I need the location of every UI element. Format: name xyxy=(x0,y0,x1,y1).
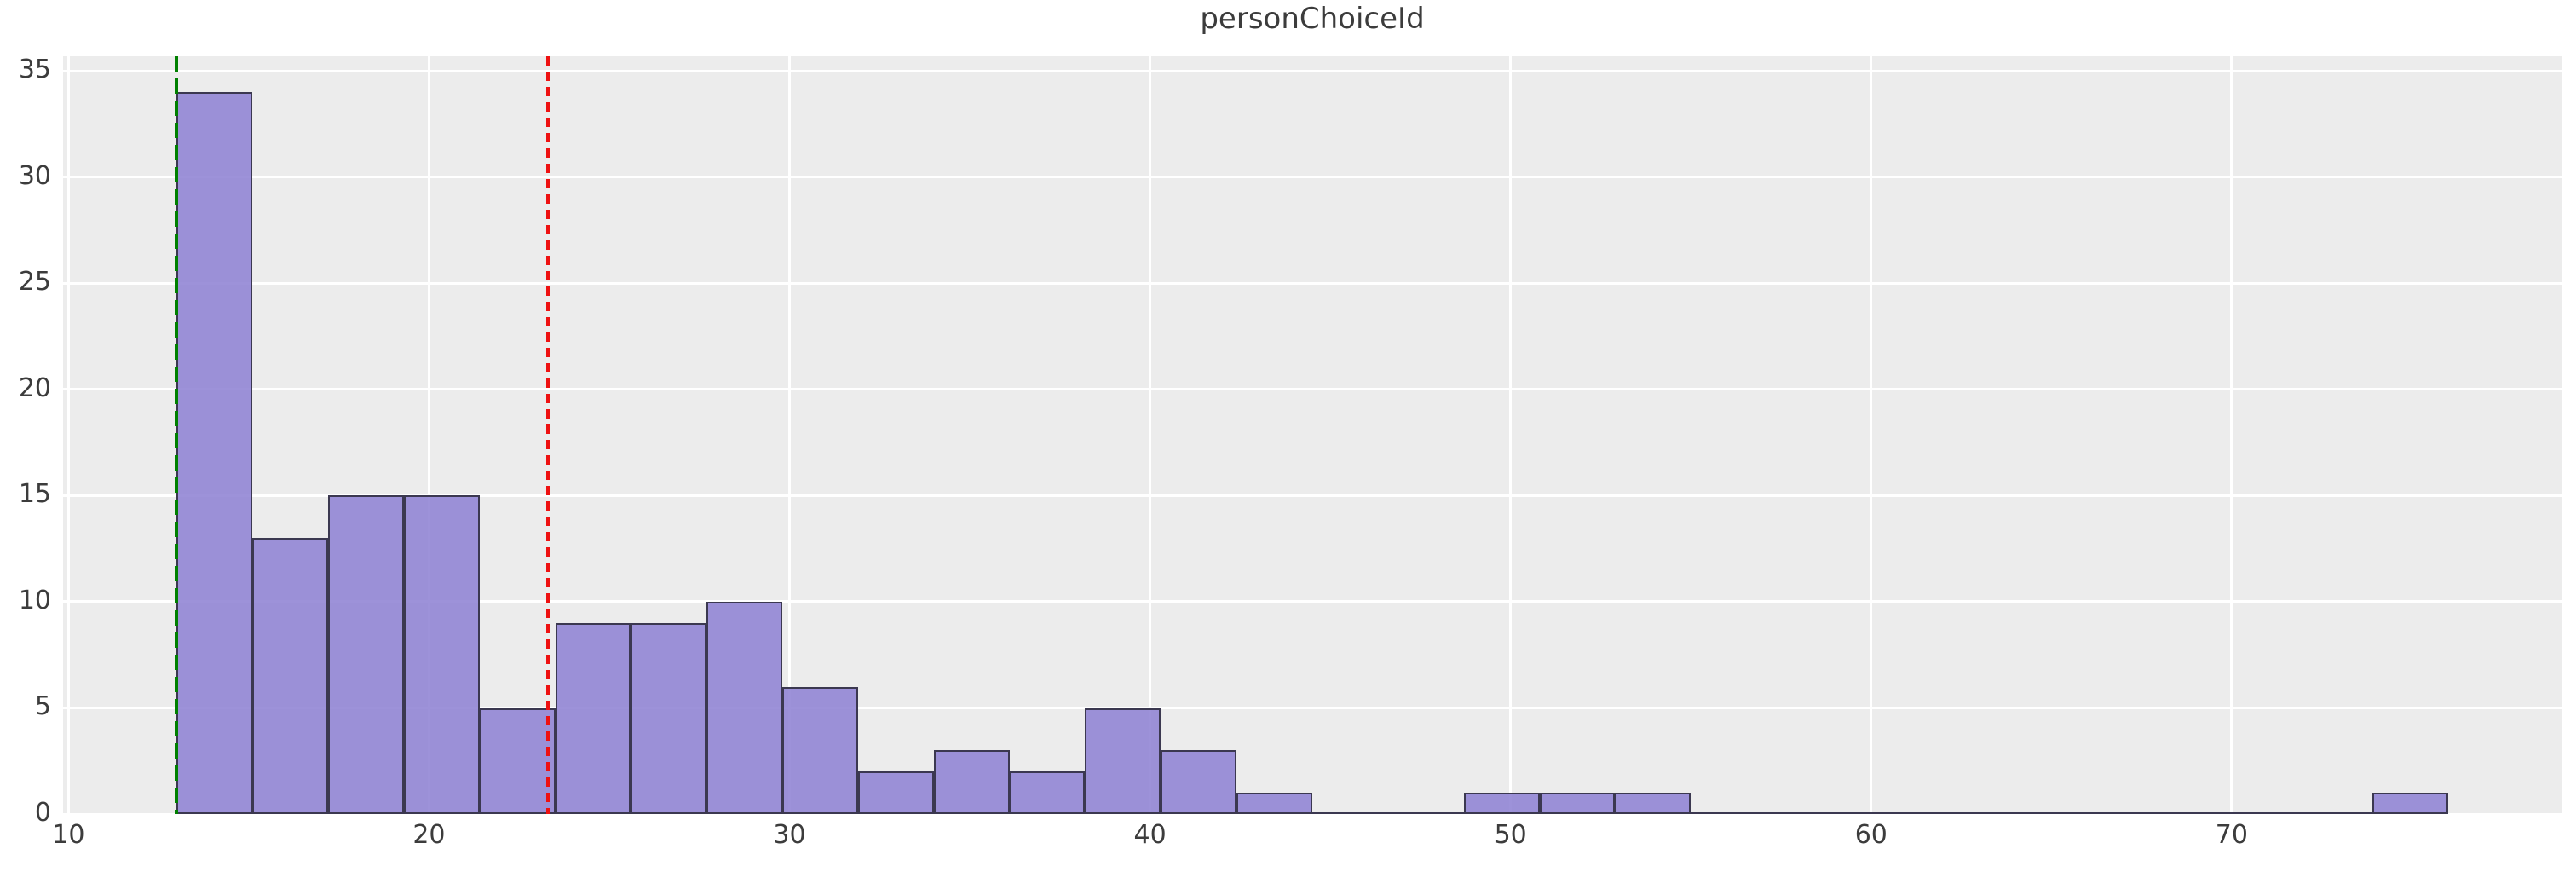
vertical-gridline xyxy=(1149,56,1152,814)
y-tick-label: 0 xyxy=(34,798,51,828)
histogram-bar xyxy=(176,92,253,814)
x-tick-label: 60 xyxy=(1854,820,1887,850)
histogram-empty-bin xyxy=(1387,812,1464,814)
plot-area xyxy=(63,56,2562,816)
y-tick-label: 10 xyxy=(18,585,51,615)
histogram-empty-bin xyxy=(1917,812,1994,814)
histogram-bar xyxy=(782,686,858,814)
histogram-empty-bin xyxy=(1691,812,1767,814)
y-tick-label: 20 xyxy=(18,372,51,403)
x-tick-label: 50 xyxy=(1494,820,1527,850)
horizontal-gridline xyxy=(63,494,2562,497)
horizontal-gridline xyxy=(63,388,2562,391)
horizontal-gridline xyxy=(63,600,2562,603)
horizontal-gridline xyxy=(63,69,2562,72)
x-tick-label: 70 xyxy=(2215,820,2248,850)
histogram-empty-bin xyxy=(2297,812,2372,814)
histogram-bar xyxy=(631,622,707,814)
y-tick-label: 30 xyxy=(18,160,51,191)
horizontal-gridline xyxy=(63,706,2562,709)
y-tick-label: 25 xyxy=(18,267,51,297)
vertical-gridline xyxy=(2230,56,2233,814)
histogram-empty-bin xyxy=(1312,812,1388,814)
x-tick-label: 30 xyxy=(773,820,806,850)
red-dashed-marker xyxy=(546,56,550,814)
vertical-gridline xyxy=(66,56,70,814)
histogram-bar xyxy=(1161,750,1237,814)
x-tick-label: 20 xyxy=(412,820,446,850)
x-tick-label: 10 xyxy=(52,820,85,850)
histogram-empty-bin xyxy=(1841,812,1918,814)
histogram-bar xyxy=(933,750,1010,814)
histogram-bar xyxy=(1009,771,1086,814)
horizontal-gridline xyxy=(63,812,2562,816)
histogram-empty-bin xyxy=(1766,812,1842,814)
histogram-bar xyxy=(555,622,631,814)
vertical-gridline xyxy=(788,56,792,814)
histogram-bar xyxy=(1085,707,1161,814)
chart-title: personChoiceId xyxy=(1200,2,1425,36)
histogram-empty-bin xyxy=(2069,812,2146,814)
histogram-bar xyxy=(857,771,934,814)
histogram-bar xyxy=(706,601,783,814)
horizontal-gridline xyxy=(63,176,2562,179)
vertical-gridline xyxy=(1870,56,1873,814)
vertical-gridline xyxy=(427,56,430,814)
y-tick-label: 15 xyxy=(18,479,51,510)
histogram-empty-bin xyxy=(1993,812,2070,814)
histogram-empty-bin xyxy=(2145,812,2222,814)
vertical-gridline xyxy=(1509,56,1513,814)
x-tick-label: 40 xyxy=(1133,820,1167,850)
histogram-bar xyxy=(1236,793,1312,814)
histogram-bar xyxy=(1615,793,1691,814)
histogram-bar xyxy=(479,707,556,814)
y-tick-label: 35 xyxy=(18,55,51,85)
histogram-bar xyxy=(403,495,480,814)
horizontal-gridline xyxy=(63,281,2562,285)
green-dashed-marker xyxy=(175,56,179,814)
histogram-bar xyxy=(1539,793,1616,814)
histogram-bar xyxy=(2371,793,2448,814)
histogram-bar xyxy=(327,495,404,814)
histogram-bar xyxy=(252,538,328,814)
y-tick-label: 5 xyxy=(34,691,51,722)
histogram-empty-bin xyxy=(2221,812,2297,814)
histogram-bar xyxy=(1463,793,1540,814)
